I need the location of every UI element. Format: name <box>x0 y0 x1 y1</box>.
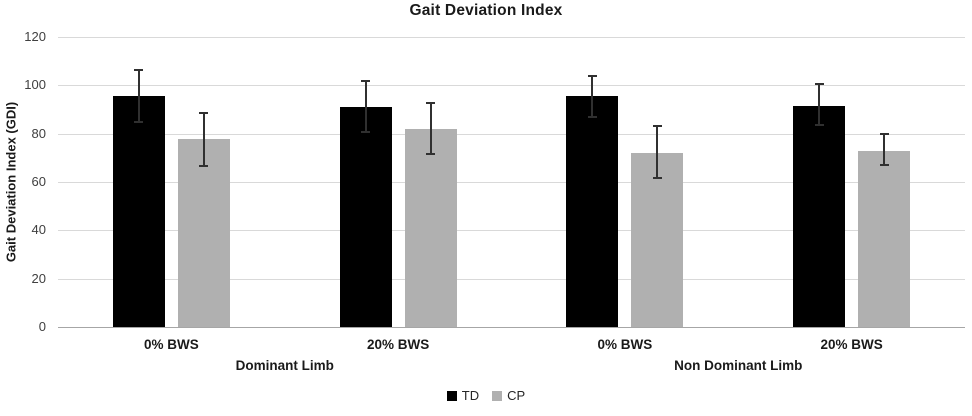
error-cap-top-td-group2 <box>361 79 371 82</box>
y-tick-label-40: 40 <box>31 222 46 238</box>
error-bar-td-group1 <box>137 69 140 122</box>
error-cap-top-cp-group1 <box>199 112 209 115</box>
error-bar-td-group2 <box>364 80 367 133</box>
bar-td-group2 <box>339 107 392 327</box>
bar-cp-group2 <box>404 128 457 327</box>
gridline-20 <box>58 278 965 280</box>
bar-td-group3 <box>566 96 619 327</box>
error-cap-bottom-td-group1 <box>134 120 144 123</box>
error-cap-bottom-cp-group3 <box>652 177 662 180</box>
bar-cp-group3 <box>631 153 684 327</box>
x-category-label-2: 20% BWS <box>366 337 430 352</box>
x-category-label-1: 0% BWS <box>143 337 199 352</box>
legend-label-td: TD <box>461 388 480 403</box>
error-cap-bottom-td-group3 <box>587 115 597 118</box>
legend: TD CP <box>0 388 972 403</box>
legend-item-td: TD <box>446 388 480 403</box>
error-bar-td-group3 <box>591 75 594 117</box>
error-cap-bottom-td-group4 <box>814 124 824 127</box>
error-cap-bottom-cp-group1 <box>199 165 209 168</box>
plot-area <box>58 37 965 328</box>
error-cap-top-td-group3 <box>587 74 597 77</box>
bar-cp-group4 <box>858 150 911 327</box>
y-tick-label-20: 20 <box>31 270 46 286</box>
gridline-80 <box>58 133 965 135</box>
x-group-label-1: Dominant Limb <box>235 358 334 373</box>
y-tick-label-100: 100 <box>24 77 46 93</box>
x-group-label-2: Non Dominant Limb <box>674 358 803 373</box>
error-cap-top-cp-group3 <box>652 125 662 128</box>
gridline-100 <box>58 85 965 87</box>
x-category-label-4: 20% BWS <box>820 337 883 352</box>
gridline-40 <box>58 230 965 232</box>
bar-td-group1 <box>112 96 165 327</box>
y-tick-label-60: 60 <box>31 174 46 189</box>
legend-label-cp: CP <box>507 388 526 403</box>
x-category-label-3: 0% BWS <box>597 337 653 352</box>
gridline-120 <box>58 37 965 38</box>
error-bar-cp-group1 <box>202 113 205 167</box>
y-tick-label-120: 120 <box>24 29 46 44</box>
legend-swatch-td-icon <box>446 390 457 401</box>
error-cap-top-cp-group4 <box>879 132 889 135</box>
bar-cp-group1 <box>177 138 230 327</box>
error-cap-top-cp-group2 <box>426 102 436 105</box>
error-cap-top-td-group1 <box>134 68 144 71</box>
legend-item-cp: CP <box>492 388 525 403</box>
legend-swatch-cp-icon <box>492 390 503 401</box>
chart-title: Gait Deviation Index <box>409 2 563 19</box>
y-tick-label-80: 80 <box>31 125 46 141</box>
gridline-60 <box>58 182 965 183</box>
error-bar-cp-group2 <box>429 103 432 155</box>
error-cap-top-td-group4 <box>814 83 824 86</box>
y-tick-label-0: 0 <box>38 319 46 334</box>
error-bar-cp-group3 <box>656 126 659 179</box>
bar-td-group4 <box>793 105 846 327</box>
error-cap-bottom-td-group2 <box>361 131 371 134</box>
error-cap-bottom-cp-group4 <box>879 164 889 167</box>
x-axis-line <box>58 326 965 328</box>
error-bar-td-group4 <box>818 84 821 126</box>
error-cap-bottom-cp-group2 <box>426 153 436 156</box>
error-bar-cp-group4 <box>883 133 886 166</box>
